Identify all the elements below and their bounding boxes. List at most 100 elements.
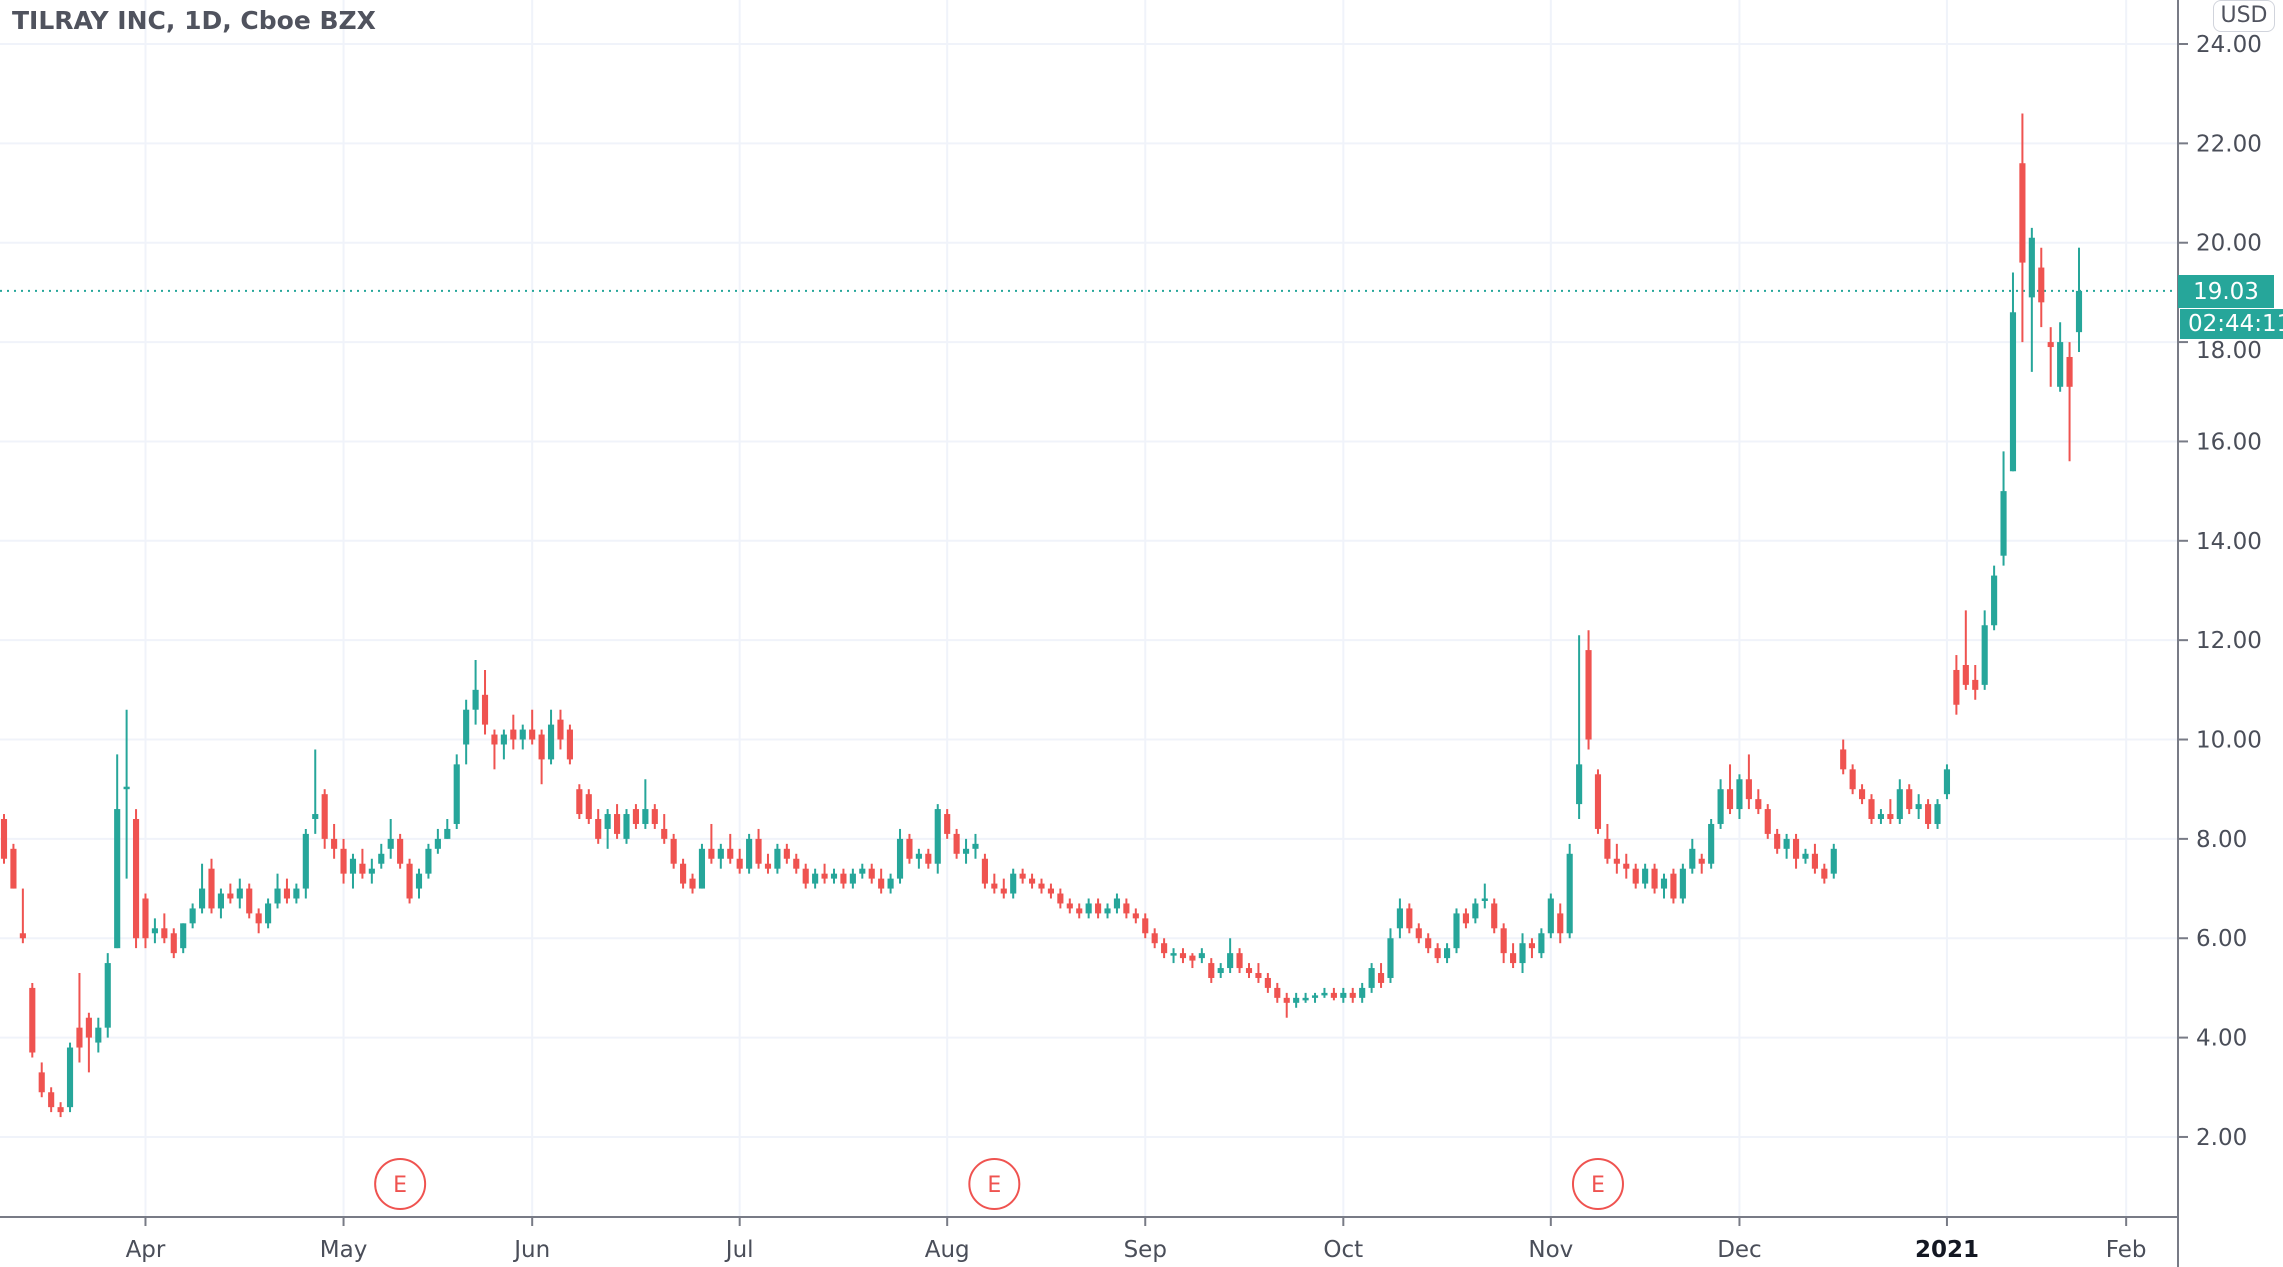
candle bbox=[1406, 903, 1413, 934]
candle-body bbox=[2009, 312, 2017, 472]
y-tick-label: 10.00 bbox=[2196, 728, 2262, 754]
price-axis[interactable]: 2.00 4.00 6.00 8.00 10.00 12.00 14.00 16.00 18.0… bbox=[2178, 32, 2262, 1151]
candle bbox=[689, 873, 696, 894]
candle bbox=[953, 828, 960, 859]
candle bbox=[1491, 898, 1498, 934]
candle-body bbox=[991, 883, 998, 889]
candle-body bbox=[1066, 903, 1073, 909]
earnings-marker[interactable]: E bbox=[374, 1158, 427, 1210]
candle bbox=[925, 848, 932, 869]
candle-body bbox=[1594, 774, 1602, 829]
candle-body bbox=[0, 819, 8, 859]
candle-body bbox=[1151, 933, 1158, 944]
candle-body bbox=[1481, 898, 1488, 901]
candle bbox=[1434, 943, 1441, 964]
candle bbox=[1830, 843, 1837, 879]
candle-body bbox=[604, 814, 611, 829]
candle bbox=[764, 853, 772, 874]
candle bbox=[1217, 963, 1224, 978]
candle-body bbox=[1698, 858, 1705, 864]
candle bbox=[397, 833, 404, 869]
x-tick-label: Jun bbox=[512, 1237, 550, 1263]
candle-body bbox=[632, 809, 639, 824]
candle bbox=[1576, 635, 1583, 820]
candle bbox=[1906, 784, 1913, 815]
candle bbox=[1925, 799, 1932, 829]
earnings-label: E bbox=[1591, 1173, 1605, 1198]
candle bbox=[519, 724, 526, 750]
candle-body bbox=[1321, 992, 1328, 996]
currency-button[interactable]: USD bbox=[2213, 0, 2275, 32]
candle bbox=[859, 863, 866, 879]
candle bbox=[821, 863, 828, 884]
candle bbox=[331, 823, 338, 859]
candle bbox=[1340, 987, 1347, 1003]
candle bbox=[1000, 878, 1007, 899]
candle-body bbox=[2075, 290, 2083, 333]
candle bbox=[1868, 794, 1875, 824]
candle bbox=[491, 729, 498, 770]
x-tick-label: Nov bbox=[1528, 1237, 1573, 1263]
candle-body bbox=[1566, 853, 1573, 934]
earnings-marker[interactable]: E bbox=[968, 1158, 1021, 1210]
candle bbox=[887, 873, 894, 894]
candle-body bbox=[2066, 356, 2073, 387]
candle bbox=[1170, 948, 1177, 964]
candle bbox=[614, 804, 621, 839]
candle-body bbox=[1623, 863, 1630, 869]
candle bbox=[680, 858, 687, 889]
candle bbox=[1293, 992, 1300, 1008]
candle-body bbox=[199, 888, 206, 909]
candle bbox=[1896, 779, 1903, 824]
y-tick-label: 8.00 bbox=[2196, 827, 2247, 853]
candle-body bbox=[623, 814, 630, 839]
candle-body bbox=[66, 1047, 74, 1108]
candle bbox=[1311, 992, 1319, 1003]
candle-body bbox=[340, 848, 347, 874]
candle-body bbox=[406, 863, 413, 899]
candle-body bbox=[840, 873, 847, 884]
candle bbox=[302, 828, 309, 899]
candle-body bbox=[217, 893, 224, 909]
candle bbox=[246, 883, 253, 919]
candle bbox=[717, 843, 724, 869]
candle-body bbox=[38, 1072, 45, 1093]
candle-body bbox=[2019, 163, 2026, 263]
candle bbox=[1519, 933, 1526, 974]
candle-body bbox=[1877, 814, 1884, 820]
earnings-marker[interactable]: E bbox=[1571, 1158, 1624, 1210]
candle bbox=[180, 923, 187, 954]
candle bbox=[1085, 898, 1092, 919]
candle-body bbox=[1538, 933, 1545, 954]
candle bbox=[1981, 610, 1988, 690]
candle-body bbox=[1264, 977, 1271, 988]
candle-body bbox=[1000, 888, 1007, 894]
candle bbox=[1113, 893, 1121, 914]
candle bbox=[1500, 923, 1507, 964]
candle-body bbox=[481, 694, 489, 725]
candle-body bbox=[547, 724, 555, 760]
candle-body bbox=[444, 828, 451, 839]
candle bbox=[1594, 769, 1602, 834]
candle bbox=[1698, 853, 1705, 874]
candle-body bbox=[236, 888, 243, 899]
candle-body bbox=[1991, 575, 1998, 626]
candle-body bbox=[1245, 968, 1253, 974]
candles bbox=[0, 113, 2083, 1118]
candle bbox=[1670, 868, 1677, 904]
candle-body bbox=[689, 878, 696, 889]
candle bbox=[1132, 908, 1139, 924]
candle bbox=[1585, 630, 1592, 750]
candle-body bbox=[104, 963, 111, 1028]
candle-body bbox=[1142, 918, 1149, 934]
candle-body bbox=[1811, 853, 1818, 869]
candle-body bbox=[76, 1027, 83, 1048]
candle bbox=[1302, 992, 1309, 1003]
candle bbox=[793, 853, 800, 874]
candle-body bbox=[510, 729, 517, 740]
candle bbox=[915, 848, 922, 869]
time-axis[interactable]: Apr May Jun Jul Aug Sep Oct Nov Dec 2021 Feb bbox=[126, 1217, 2147, 1263]
candle-body bbox=[859, 868, 866, 874]
